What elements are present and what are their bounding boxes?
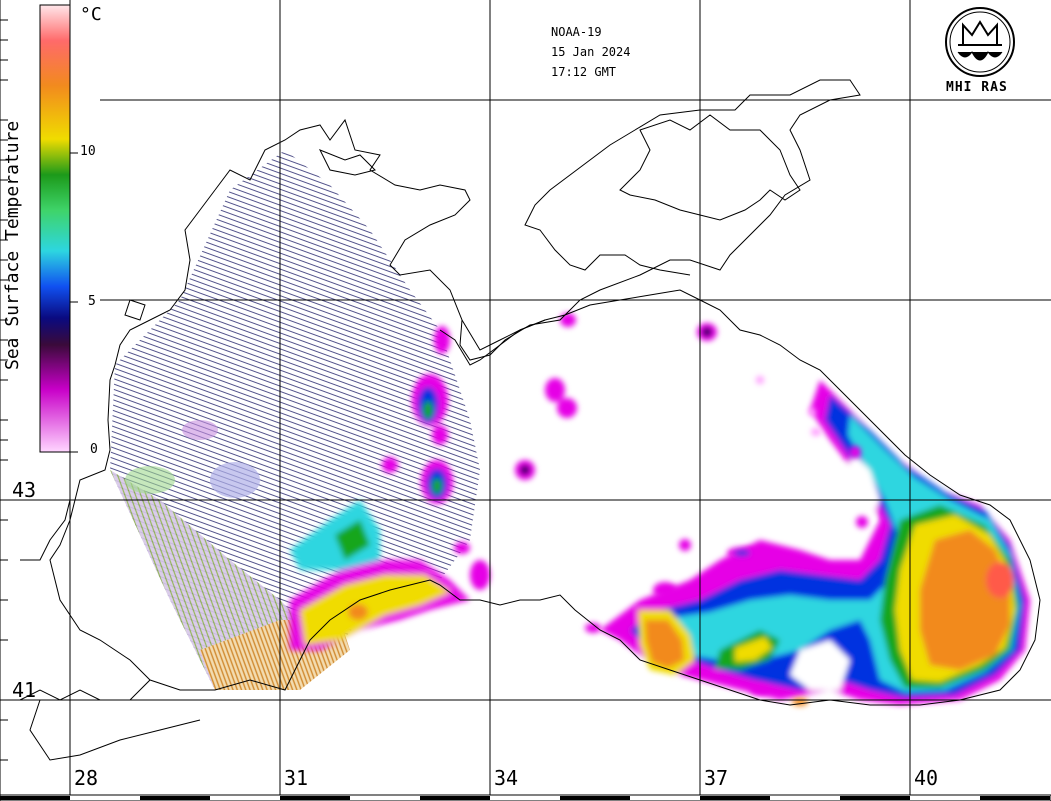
mhi-logo-icon [945, 7, 1015, 77]
bottom-ruler [0, 794, 1051, 801]
logo-text: MHI RAS [946, 80, 1008, 95]
lat-label-43: 43 [12, 478, 37, 502]
acquisition-date: 15 Jan 2024 [551, 45, 631, 59]
sst-field [290, 313, 1030, 705]
lon-label-37: 37 [704, 766, 729, 790]
lon-label-31: 31 [284, 766, 309, 790]
image-info: NOAA-19 15 Jan 2024 17:12 GMT [551, 22, 630, 82]
acquisition-time: 17:12 GMT [551, 65, 617, 79]
colorbar [39, 4, 78, 453]
western-swath [110, 150, 480, 690]
coastline [19, 79, 1041, 761]
lon-label-34: 34 [494, 766, 519, 790]
satellite-name: NOAA-19 [551, 25, 602, 39]
lat-label-41: 41 [12, 678, 37, 702]
left-ruler [0, 0, 8, 795]
colorbar-unit: °C [80, 4, 102, 25]
colorbar-tick-10: 10 [80, 144, 96, 159]
lon-label-28: 28 [74, 766, 99, 790]
colorbar-tick-5: 5 [88, 294, 96, 309]
lon-label-40: 40 [914, 766, 939, 790]
colorbar-title: Sea Surface Temperature [2, 120, 23, 370]
colorbar-tick-0: 0 [90, 442, 98, 457]
